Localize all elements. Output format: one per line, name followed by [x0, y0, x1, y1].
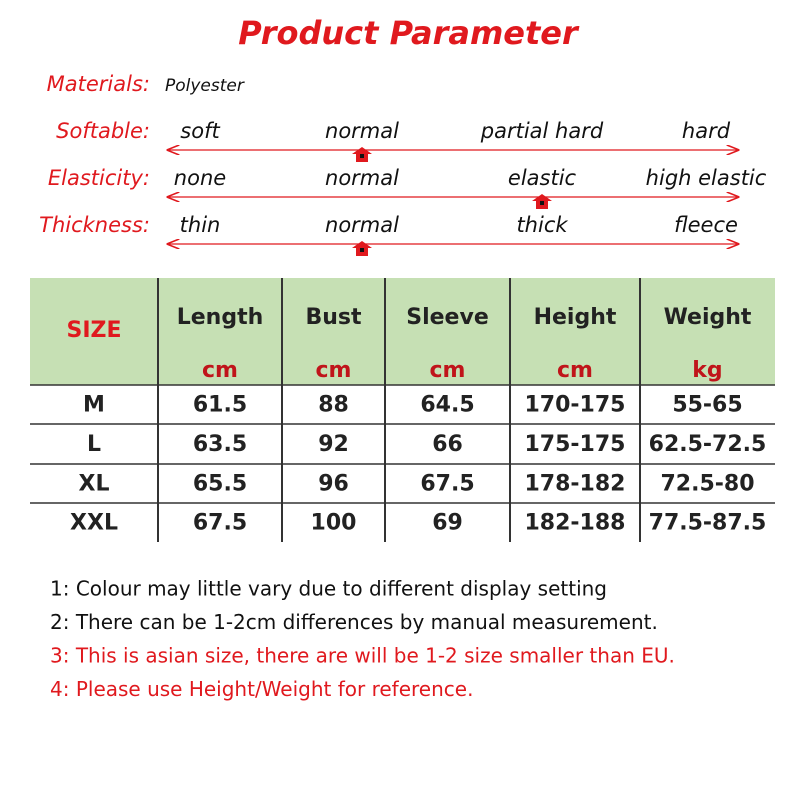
table-header: Weight — [664, 305, 752, 330]
table-cell: 66 — [432, 432, 463, 457]
table-cell: L — [87, 432, 101, 457]
table-cell: M — [83, 393, 105, 418]
param-option: hard — [682, 119, 731, 143]
table-header: Length — [177, 305, 264, 330]
table-cell: 100 — [311, 511, 357, 536]
param-label: Elasticity: — [48, 166, 150, 190]
param-option: normal — [325, 213, 399, 237]
table-cell: 182-188 — [525, 511, 626, 536]
param-option: none — [174, 166, 226, 190]
marker-dot — [540, 201, 544, 205]
param-option: normal — [325, 119, 399, 143]
table-cell: 72.5-80 — [660, 472, 754, 497]
table-cell: 64.5 — [420, 393, 474, 418]
param-option: soft — [180, 119, 220, 143]
note: 2: There can be 1-2cm differences by man… — [50, 610, 658, 634]
param-option: thin — [180, 213, 221, 237]
table-header: Bust — [305, 305, 362, 330]
table-cell: 67.5 — [193, 511, 247, 536]
param-option: fleece — [674, 213, 738, 237]
param-option: high elastic — [646, 166, 767, 190]
marker-dot — [360, 154, 364, 158]
table-unit: cm — [557, 358, 593, 383]
table-unit: cm — [430, 358, 466, 383]
table-cell: XXL — [70, 511, 118, 536]
param-value: Polyester — [165, 76, 245, 96]
param-label: Materials: — [47, 72, 150, 96]
content: Softable: soft normal partial hard hard Elast… — [30, 119, 775, 701]
param-option: normal — [325, 166, 399, 190]
table-cell: 55-65 — [672, 393, 742, 418]
table-header: Height — [534, 305, 617, 330]
table-cell: 62.5-72.5 — [649, 432, 767, 457]
note: 4: Please use Height/Weight for referenc… — [50, 677, 473, 701]
table-cell: 63.5 — [193, 432, 247, 457]
table-cell: 77.5-87.5 — [649, 511, 767, 536]
note: 1: Colour may little vary due to differe… — [50, 577, 607, 601]
table-cell: 61.5 — [193, 393, 247, 418]
table-unit: cm — [316, 358, 352, 383]
table-unit: cm — [202, 358, 238, 383]
param-option: partial hard — [480, 119, 604, 143]
title: Product Parameter — [238, 14, 580, 52]
param-label: Softable: — [56, 119, 150, 143]
table-unit: kg — [692, 358, 722, 383]
marker-dot — [360, 248, 364, 252]
table-cell: 69 — [432, 511, 463, 536]
param-option: elastic — [508, 166, 577, 190]
table-cell: 88 — [318, 393, 349, 418]
note: 3: This is asian size, there are will be… — [50, 644, 675, 668]
table-cell: XL — [79, 472, 110, 497]
table-header: SIZE — [66, 318, 121, 343]
param-option: thick — [516, 213, 568, 237]
table-cell: 178-182 — [525, 472, 626, 497]
table-header-bg — [30, 278, 775, 385]
param-label: Thickness: — [39, 213, 150, 237]
table-cell: 92 — [318, 432, 349, 457]
table-header: Sleeve — [406, 305, 489, 330]
table-cell: 175-175 — [525, 432, 626, 457]
table-cell: 67.5 — [420, 472, 474, 497]
table-cell: 170-175 — [525, 393, 626, 418]
table-cell: 65.5 — [193, 472, 247, 497]
table-cell: 96 — [318, 472, 349, 497]
